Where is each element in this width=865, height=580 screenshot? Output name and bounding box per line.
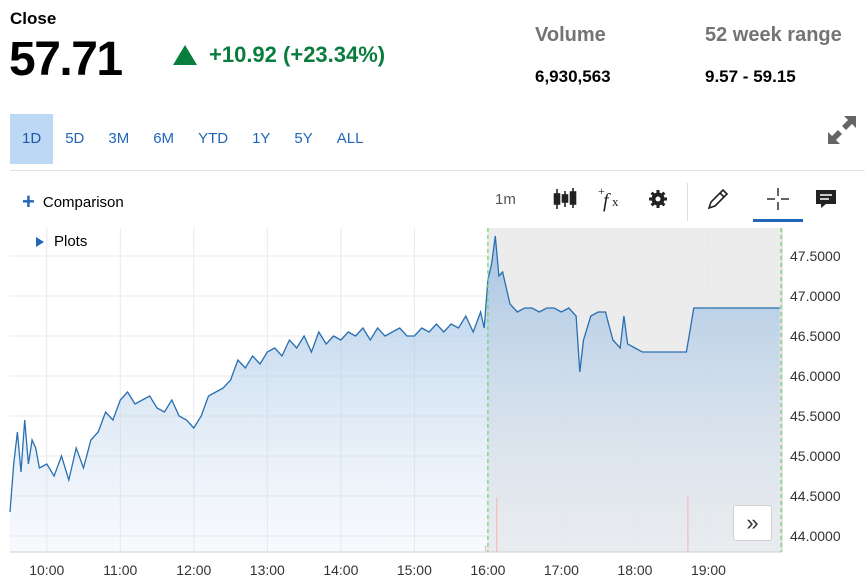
tab-1d[interactable]: 1D bbox=[10, 114, 54, 164]
chevron-double-right-icon[interactable]: » bbox=[733, 505, 772, 541]
y-tick-label: 47.0000 bbox=[790, 288, 841, 304]
x-tick-label: 15:00 bbox=[397, 562, 432, 578]
range-value: 9.57 - 59.15 bbox=[705, 67, 796, 86]
tab-all[interactable]: ALL bbox=[336, 130, 364, 147]
close-label: Close bbox=[10, 9, 57, 28]
comparison-label: Comparison bbox=[42, 193, 124, 211]
price-chart[interactable]: 47.5000 47.0000 46.5000 46.0000 45.5000 45.00… bbox=[0, 226, 865, 580]
price-area bbox=[10, 236, 780, 552]
range-tabs: 1D 5D 3M 6M YTD 1Y 5Y ALL bbox=[10, 114, 375, 164]
crosshair-active-indicator bbox=[753, 219, 803, 222]
price-change: +10.92 (+23.34%) bbox=[173, 42, 385, 68]
x-tick-label: 18:00 bbox=[617, 562, 652, 578]
y-tick-label: 44.5000 bbox=[790, 488, 841, 504]
x-tick-label: 12:00 bbox=[176, 562, 211, 578]
x-tick-label: 14:00 bbox=[323, 562, 358, 578]
plots-label: Plots bbox=[54, 233, 88, 250]
y-tick-label: 45.0000 bbox=[790, 448, 841, 464]
volume-value: 6,930,563 bbox=[535, 67, 611, 86]
gear-icon[interactable] bbox=[643, 184, 673, 214]
up-arrow-icon bbox=[173, 45, 197, 65]
svg-text:+: + bbox=[598, 185, 605, 198]
pencil-icon[interactable] bbox=[703, 184, 733, 214]
comment-icon[interactable] bbox=[811, 184, 841, 214]
svg-text:f: f bbox=[603, 190, 611, 212]
candlestick-icon[interactable] bbox=[550, 184, 580, 214]
x-tick-label: 16:00 bbox=[470, 562, 505, 578]
last-price: 57.71 bbox=[9, 33, 123, 86]
price-line bbox=[9, 235, 780, 513]
volume-label: Volume bbox=[535, 24, 606, 46]
tab-1y[interactable]: 1Y bbox=[252, 130, 271, 147]
range-label: 52 week range bbox=[705, 24, 842, 46]
toolbar-separator bbox=[687, 183, 688, 221]
tab-6m[interactable]: 6M bbox=[153, 130, 175, 147]
tab-ytd[interactable]: YTD bbox=[198, 130, 229, 147]
plus-icon: + bbox=[22, 189, 35, 214]
plots-toggle[interactable]: Plots bbox=[36, 233, 87, 250]
tab-3m[interactable]: 3M bbox=[108, 130, 130, 147]
function-icon[interactable]: + f x bbox=[595, 184, 625, 214]
crosshair-icon[interactable] bbox=[763, 184, 793, 214]
y-tick-label: 46.5000 bbox=[790, 328, 841, 344]
header-divider bbox=[10, 170, 865, 171]
interval-selector[interactable]: 1m bbox=[495, 191, 516, 208]
x-tick-label: 17:00 bbox=[544, 562, 579, 578]
price-change-value: +10.92 (+23.34%) bbox=[209, 42, 386, 67]
x-tick-label: 19:00 bbox=[691, 562, 726, 578]
tab-5d[interactable]: 5D bbox=[65, 130, 85, 147]
comparison-button[interactable]: + Comparison bbox=[22, 189, 124, 214]
tab-5y[interactable]: 5Y bbox=[294, 130, 313, 147]
y-tick-label: 45.5000 bbox=[790, 408, 841, 424]
x-tick-label: 11:00 bbox=[103, 562, 137, 578]
x-tick-label: 10:00 bbox=[29, 562, 64, 578]
y-tick-label: 44.0000 bbox=[790, 528, 841, 544]
x-tick-label: 13:00 bbox=[250, 562, 285, 578]
expand-icon[interactable] bbox=[826, 114, 858, 146]
svg-text:x: x bbox=[612, 194, 619, 209]
y-tick-label: 46.0000 bbox=[790, 368, 841, 384]
y-tick-label: 47.5000 bbox=[790, 248, 841, 264]
caret-right-icon bbox=[36, 236, 44, 247]
